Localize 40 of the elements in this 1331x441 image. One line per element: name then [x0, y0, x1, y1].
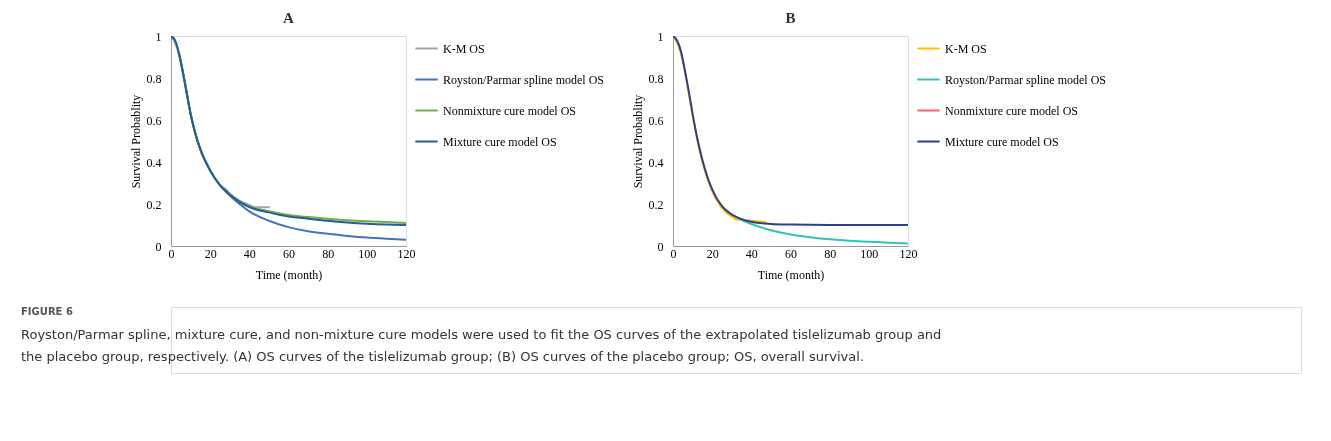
legend-label: Nonmixture cure model OS: [945, 103, 1078, 118]
y-tick-label: 0.4: [648, 155, 664, 170]
legend-label: K-M OS: [945, 41, 987, 56]
y-tick-label: 0.6: [648, 113, 664, 128]
x-tick-label: 80: [322, 246, 335, 261]
y-tick-label: 0.6: [146, 113, 162, 128]
x-tick-label: 60: [283, 246, 295, 261]
x-tick-label: 40: [243, 246, 256, 261]
y-tick-label: 0.2: [146, 197, 162, 212]
y-tick-label: 0.2: [648, 197, 664, 212]
y-axis-title: Survival Probablity: [128, 94, 143, 189]
x-tick-label: 80: [824, 246, 837, 261]
x-tick-label: 100: [860, 246, 879, 261]
x-tick-label: 120: [899, 246, 918, 261]
y-tick-label: 0.8: [648, 71, 664, 86]
caption: FIGURE 6: [21, 306, 73, 317]
text: Royston/Parmar spline, mixture cure, and non-mixture cure models were used to fit the OS curves of the extrapolated tislelizumab group and the placebo group, respectively. (A) OS curves of the tislelizumab group; (B) OS curves of the placebo group; OS, overall survival.: [21, 327, 942, 364]
legend-label: Mixture cure model OS: [443, 134, 557, 149]
x-tick-label: 20: [706, 246, 719, 261]
x-tick-label: 120: [397, 246, 416, 261]
x-axis-title: Time (month): [255, 267, 323, 282]
legend-label: K-M OS: [443, 41, 485, 56]
x-tick-label: 20: [204, 246, 217, 261]
y-axis-title: Survival Probablity: [630, 94, 645, 189]
x-tick-label: 60: [785, 246, 797, 261]
x-axis-title: Time (month): [757, 267, 825, 282]
x-tick-label: 0: [168, 246, 175, 261]
x-tick-label: 40: [745, 246, 758, 261]
legend-label: Mixture cure model OS: [945, 134, 1059, 149]
chart-title: A: [283, 10, 295, 26]
legend-label: Royston/Parmar spline model OS: [443, 72, 604, 87]
x-tick-label: 0: [670, 246, 677, 261]
x-tick-label: 100: [358, 246, 377, 261]
y-tick-label: 0.4: [146, 155, 162, 170]
y-tick-label: 1: [155, 29, 162, 44]
legend-label: Nonmixture cure model OS: [443, 103, 576, 118]
y-tick-label: 0.8: [146, 71, 162, 86]
y-tick-label: 1: [657, 29, 664, 44]
chart-title: B: [785, 10, 796, 26]
legend-label: Royston/Parmar spline model OS: [945, 72, 1106, 87]
